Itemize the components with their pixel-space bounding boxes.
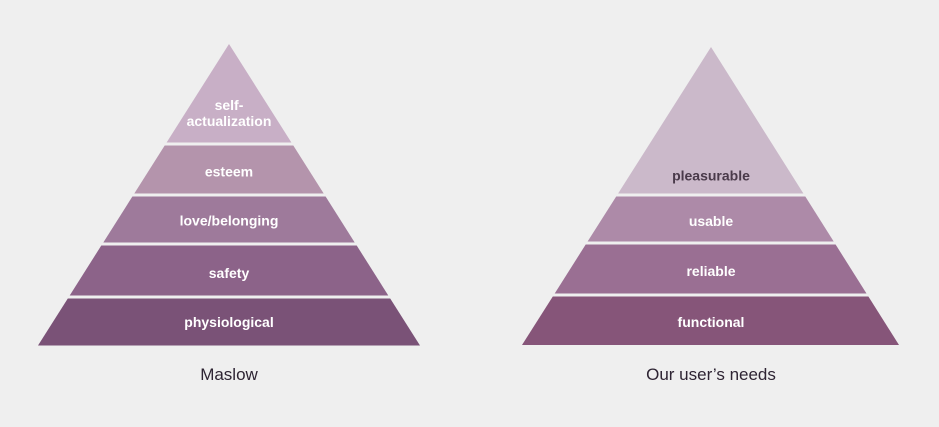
- svg-text:Our user’s needs: Our user’s needs: [646, 365, 776, 384]
- svg-text:esteem: esteem: [205, 163, 253, 179]
- svg-text:functional: functional: [678, 314, 745, 330]
- svg-text:Maslow: Maslow: [200, 365, 258, 384]
- svg-text:safety: safety: [209, 265, 250, 281]
- svg-text:self-: self-: [215, 97, 244, 113]
- svg-text:pleasurable: pleasurable: [672, 168, 750, 184]
- svg-text:physiological: physiological: [184, 314, 273, 330]
- svg-text:reliable: reliable: [686, 263, 735, 279]
- svg-text:love/belonging: love/belonging: [180, 213, 279, 229]
- svg-text:actualization: actualization: [187, 113, 272, 129]
- svg-text:usable: usable: [689, 213, 734, 229]
